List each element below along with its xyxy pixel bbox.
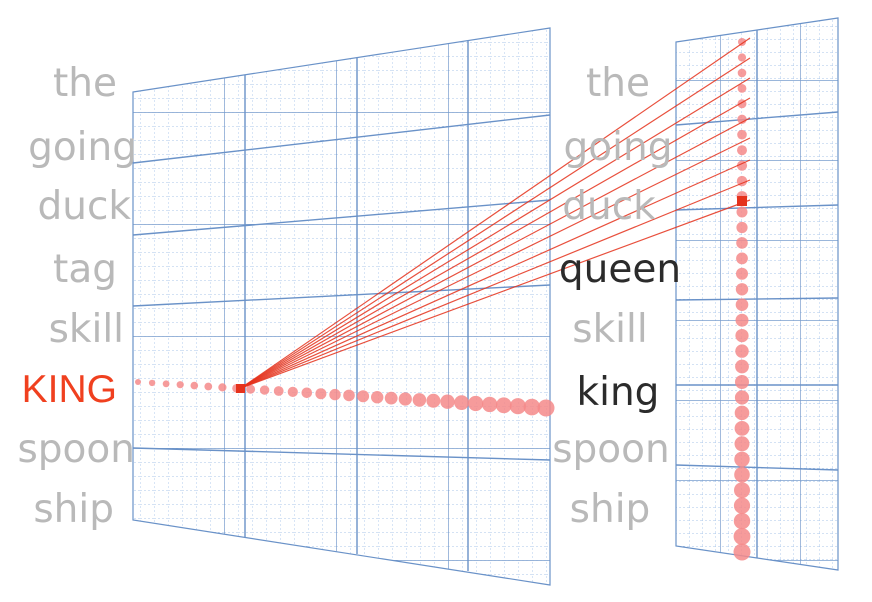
right-column-dot xyxy=(735,329,749,343)
connector-line xyxy=(240,97,751,389)
right-word-queen: queen xyxy=(559,247,681,292)
right-column-dot xyxy=(733,512,751,530)
right-column-dot xyxy=(733,528,751,545)
king-row-dot xyxy=(440,394,455,409)
king-row-dot xyxy=(246,384,256,394)
king-row-dot xyxy=(509,398,526,415)
king-row-dot xyxy=(287,386,298,397)
right-column-dot xyxy=(738,38,746,46)
king-row-dot xyxy=(218,383,227,392)
king-row-dot xyxy=(162,380,170,388)
right-column-dot xyxy=(735,298,749,312)
right-column-dot xyxy=(735,344,749,358)
selected-cell-marker xyxy=(236,384,245,393)
king-row-dot xyxy=(495,397,512,414)
left-word-list: the going duck tag skill KING spoon ship xyxy=(17,61,137,532)
right-column-dot xyxy=(736,267,748,280)
right-column-dot xyxy=(735,359,749,374)
right-column-dot xyxy=(733,543,751,561)
right-column-dot xyxy=(737,145,747,156)
king-row-dot xyxy=(273,386,284,396)
king-row-dot xyxy=(315,388,327,400)
king-row-dot xyxy=(343,389,355,402)
king-row-dot xyxy=(357,390,370,403)
king-row-dot xyxy=(523,398,541,416)
king-row-dot xyxy=(371,391,384,404)
king-row-dot xyxy=(135,379,141,385)
right-column-dot xyxy=(736,206,748,218)
connector-line xyxy=(240,179,751,389)
right-column-dot xyxy=(737,84,747,93)
king-row-dot xyxy=(537,399,555,417)
left-word-going: going xyxy=(28,125,137,170)
target-cell-marker xyxy=(737,196,747,206)
king-row-dot xyxy=(301,387,313,399)
right-column-dot xyxy=(735,313,749,327)
right-column-dot xyxy=(733,497,751,514)
king-row-dot xyxy=(412,393,427,407)
connector-line xyxy=(240,159,751,389)
right-column-dot xyxy=(736,252,748,265)
right-column-dot xyxy=(734,405,750,421)
left-word-the: the xyxy=(53,61,117,106)
right-column-dot xyxy=(734,482,750,499)
king-row-dot xyxy=(190,381,199,390)
right-word-spoon: spoon xyxy=(552,427,670,472)
king-row-dots xyxy=(135,379,555,417)
king-row-dot xyxy=(454,395,469,410)
king-row-dot xyxy=(329,388,341,401)
right-column-dot xyxy=(734,390,750,405)
right-word-ship: ship xyxy=(570,487,651,532)
king-row-dot xyxy=(384,391,398,405)
connector-line xyxy=(240,199,751,389)
right-word-duck: duck xyxy=(562,184,656,229)
left-word-spoon: spoon xyxy=(17,427,135,472)
right-column-dots xyxy=(733,38,751,561)
left-word-tag: tag xyxy=(53,247,117,292)
right-matrix xyxy=(675,17,839,571)
right-word-going: going xyxy=(564,125,673,170)
king-row-dot xyxy=(148,379,156,387)
left-word-duck: duck xyxy=(37,184,131,229)
right-column-dot xyxy=(736,237,748,249)
left-matrix xyxy=(132,27,551,586)
connector-line xyxy=(240,77,751,389)
right-word-list: the going duck queen skill king spoon sh… xyxy=(552,61,681,532)
right-column-dot xyxy=(734,421,750,436)
right-column-dot xyxy=(737,129,747,140)
connector-line xyxy=(240,37,751,389)
connector-line xyxy=(240,137,751,389)
connector-line xyxy=(240,117,751,389)
connector-lines xyxy=(240,37,751,389)
right-column-dot xyxy=(737,68,747,78)
right-column-dot xyxy=(736,221,748,234)
right-column-dot xyxy=(734,466,750,483)
right-word-king: king xyxy=(577,370,660,415)
right-word-the: the xyxy=(586,61,650,106)
right-word-skill: skill xyxy=(572,307,647,352)
king-row-dot xyxy=(426,393,441,408)
king-row-dot xyxy=(204,382,213,391)
left-word-ship: ship xyxy=(33,487,114,532)
connector-line xyxy=(240,57,751,389)
king-row-dot xyxy=(482,396,498,413)
right-column-dot xyxy=(734,436,750,452)
right-column-dot xyxy=(735,283,749,296)
king-row-dot xyxy=(176,381,184,389)
king-row-dot xyxy=(259,385,270,395)
left-word-king: KING xyxy=(22,368,117,411)
king-row-dot xyxy=(468,395,484,412)
king-row-dot xyxy=(398,392,412,406)
right-column-dot xyxy=(737,53,747,62)
left-word-skill: skill xyxy=(49,307,124,352)
right-column-dot xyxy=(735,375,749,389)
right-column-dot xyxy=(734,451,750,467)
